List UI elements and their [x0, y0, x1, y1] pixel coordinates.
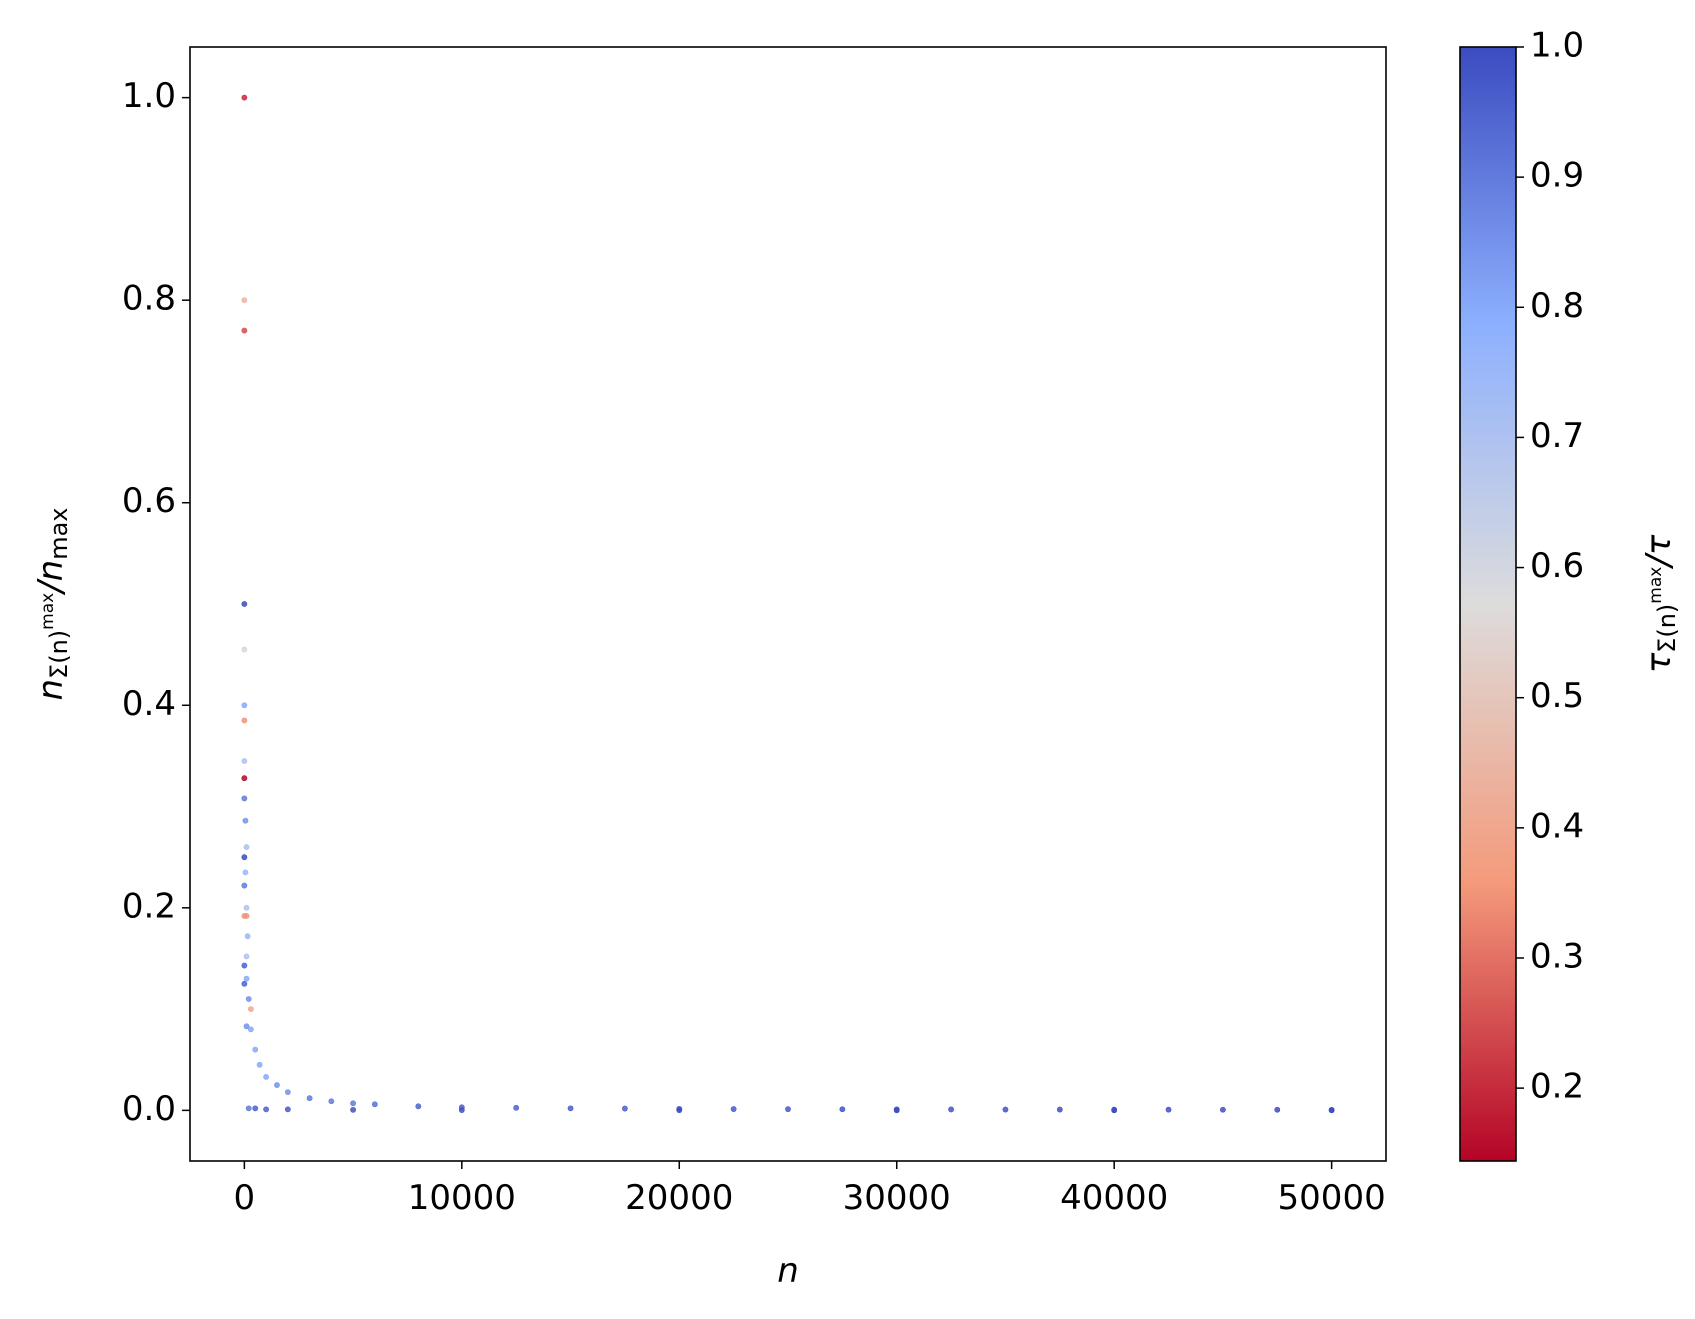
point	[241, 297, 248, 304]
x-tick-label: 30000	[843, 1178, 951, 1218]
y-tick-label: 0.8	[122, 279, 176, 319]
y-axis-label-part: /n	[31, 560, 71, 596]
point	[243, 953, 250, 960]
point	[241, 854, 248, 861]
point	[247, 1026, 254, 1033]
point	[244, 933, 251, 940]
point	[241, 962, 248, 969]
colorbar-label-part: Σ(n)	[1653, 604, 1681, 653]
point	[241, 882, 248, 889]
colorbar-tick-label: 1.0	[1530, 26, 1584, 66]
point	[328, 1098, 335, 1105]
colorbar-label: τΣ(n)max/τ	[1639, 534, 1682, 673]
y-tick-label: 0.4	[122, 684, 176, 724]
colorbar	[1459, 46, 1517, 1162]
point	[622, 1105, 628, 1112]
colorbar-label-part: max	[1646, 567, 1666, 604]
y-tick-label: 0.6	[122, 481, 176, 521]
point	[247, 1006, 254, 1012]
point	[241, 646, 248, 653]
point	[243, 913, 250, 919]
point	[1002, 1106, 1009, 1113]
point	[306, 1095, 313, 1102]
point	[241, 758, 248, 764]
point	[284, 1089, 291, 1096]
point	[245, 1105, 252, 1112]
y-tick-label: 0.2	[122, 886, 176, 926]
point	[567, 1105, 574, 1112]
point	[241, 601, 248, 607]
y-axis-label-part: Σ(n)	[45, 630, 73, 679]
point	[284, 1106, 291, 1113]
point	[241, 980, 248, 987]
point	[252, 1105, 259, 1112]
point	[243, 904, 250, 911]
point	[1056, 1106, 1063, 1113]
point	[415, 1103, 422, 1110]
x-axis-label: n	[777, 1251, 799, 1291]
colorbar-tick-label: 0.7	[1530, 416, 1584, 456]
point	[350, 1106, 356, 1113]
point	[893, 1107, 900, 1114]
point	[371, 1101, 378, 1108]
point	[241, 775, 248, 782]
colorbar-tick-label: 0.9	[1530, 156, 1584, 196]
point	[241, 702, 248, 709]
colorbar-label-part: /τ	[1639, 534, 1679, 569]
point	[242, 869, 249, 876]
x-tick-label: 20000	[625, 1178, 733, 1218]
point	[839, 1106, 846, 1113]
point	[241, 717, 248, 724]
x-tick-label: 50000	[1278, 1178, 1386, 1218]
point	[263, 1106, 270, 1113]
colorbar-tick-label: 0.5	[1530, 676, 1584, 716]
point	[1328, 1107, 1335, 1114]
point	[245, 996, 252, 1002]
point	[785, 1106, 791, 1113]
point	[263, 1074, 270, 1080]
point	[274, 1082, 280, 1088]
point	[1165, 1106, 1172, 1113]
point	[730, 1106, 737, 1112]
point	[256, 1061, 263, 1068]
plot-frame	[189, 46, 1387, 1162]
point	[948, 1106, 954, 1113]
point	[242, 817, 249, 824]
colorbar-tick-label: 0.4	[1530, 806, 1584, 846]
point	[676, 1107, 683, 1114]
y-axis-label-part: n	[31, 679, 71, 701]
point	[241, 327, 248, 334]
point	[1111, 1107, 1118, 1114]
point	[243, 844, 250, 850]
colorbar-tick-label: 0.2	[1530, 1067, 1584, 1107]
y-axis-label-part: max	[45, 507, 73, 559]
x-tick-label: 0	[234, 1178, 256, 1218]
colorbar-label-part: τ	[1639, 652, 1679, 673]
point	[252, 1046, 259, 1053]
point	[350, 1100, 356, 1107]
x-tick-label: 40000	[1060, 1178, 1168, 1218]
point	[243, 975, 250, 982]
y-tick-label: 1.0	[122, 76, 176, 116]
colorbar-tick-label: 0.6	[1530, 546, 1584, 586]
colorbar-tick-label: 0.8	[1530, 286, 1584, 326]
point	[241, 795, 248, 802]
y-axis-label: nΣ(n)max/nmax	[31, 507, 74, 700]
point	[241, 94, 248, 101]
point	[513, 1104, 520, 1111]
colorbar-tick-label: 0.3	[1530, 936, 1584, 976]
x-tick-label: 10000	[408, 1178, 516, 1218]
point	[1274, 1106, 1281, 1113]
point	[243, 1023, 250, 1030]
point	[458, 1107, 465, 1113]
y-tick-label: 0.0	[122, 1089, 176, 1129]
point	[1220, 1106, 1226, 1113]
y-axis-label-part: max	[38, 593, 58, 630]
